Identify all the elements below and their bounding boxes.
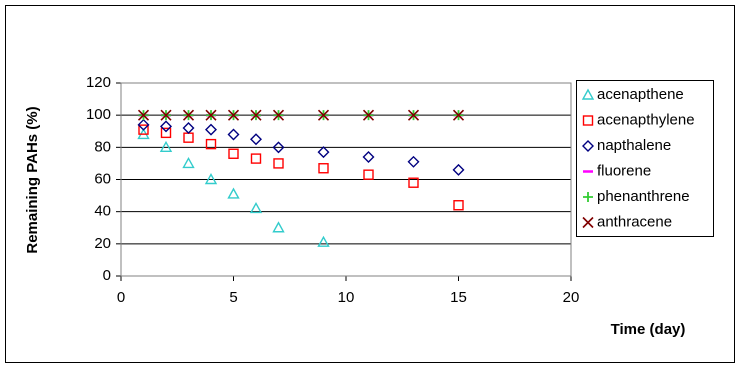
y-tick-label: 80 — [94, 138, 111, 155]
data-point — [227, 187, 240, 199]
x-tick-label: 20 — [563, 289, 580, 306]
data-point — [272, 141, 285, 154]
data-point — [318, 163, 329, 174]
x-tick-label: 5 — [229, 289, 237, 306]
legend-marker — [581, 88, 595, 100]
legend-marker — [583, 192, 593, 202]
y-tick-label: 60 — [94, 170, 111, 187]
data-point — [249, 202, 263, 214]
y-tick-label: 40 — [94, 203, 111, 220]
data-point — [138, 124, 149, 135]
x-tick-label: 0 — [117, 289, 125, 306]
data-point — [160, 109, 172, 121]
y-tick-label: 100 — [86, 106, 111, 123]
legend-marker — [582, 140, 594, 152]
plot-area — [120, 82, 572, 277]
data-point — [137, 109, 150, 121]
data-point — [227, 109, 240, 121]
data-point — [407, 109, 420, 121]
data-point — [408, 177, 419, 188]
x-tick-label: 15 — [450, 289, 467, 306]
data-point — [182, 122, 195, 135]
data-point — [204, 173, 218, 185]
data-point — [452, 163, 465, 176]
legend-label: acenapthene — [597, 86, 684, 103]
data-point — [272, 221, 285, 233]
data-point — [159, 140, 173, 153]
data-point — [227, 128, 240, 141]
x-tick-label: 10 — [338, 289, 355, 306]
data-point — [250, 153, 262, 164]
y-tick-label: 20 — [94, 235, 111, 252]
y-axis-title: Remaining PAHs (%) — [24, 106, 41, 253]
data-point — [182, 109, 195, 121]
y-tick-label: 120 — [86, 74, 111, 91]
legend-label: fluorene — [597, 162, 651, 179]
legend-label: phenanthrene — [597, 188, 690, 205]
data-point — [453, 200, 464, 211]
data-point — [205, 138, 217, 150]
data-point — [228, 148, 239, 159]
data-point — [137, 118, 150, 131]
data-point — [407, 155, 420, 168]
data-point — [250, 109, 262, 121]
data-point — [182, 156, 195, 169]
legend-box — [576, 80, 714, 237]
legend-label: napthalene — [597, 137, 671, 154]
data-point — [205, 123, 217, 136]
data-point — [250, 133, 262, 146]
x-axis-title: Time (day) — [611, 321, 686, 338]
data-point — [317, 235, 330, 247]
data-point — [160, 127, 172, 139]
legend-label: acenapthylene — [597, 111, 695, 128]
data-point — [205, 109, 217, 121]
data-point — [362, 109, 375, 121]
data-point — [363, 169, 374, 180]
data-point — [273, 158, 284, 169]
data-point — [317, 109, 330, 121]
y-tick-label: 0 — [103, 267, 111, 284]
data-point — [160, 120, 172, 133]
legend-label: anthracene — [597, 213, 672, 230]
data-point — [317, 146, 330, 159]
legend-marker — [582, 216, 594, 229]
data-point — [272, 109, 285, 121]
legend-marker — [582, 115, 594, 126]
data-point — [362, 150, 375, 163]
data-point — [452, 109, 465, 121]
